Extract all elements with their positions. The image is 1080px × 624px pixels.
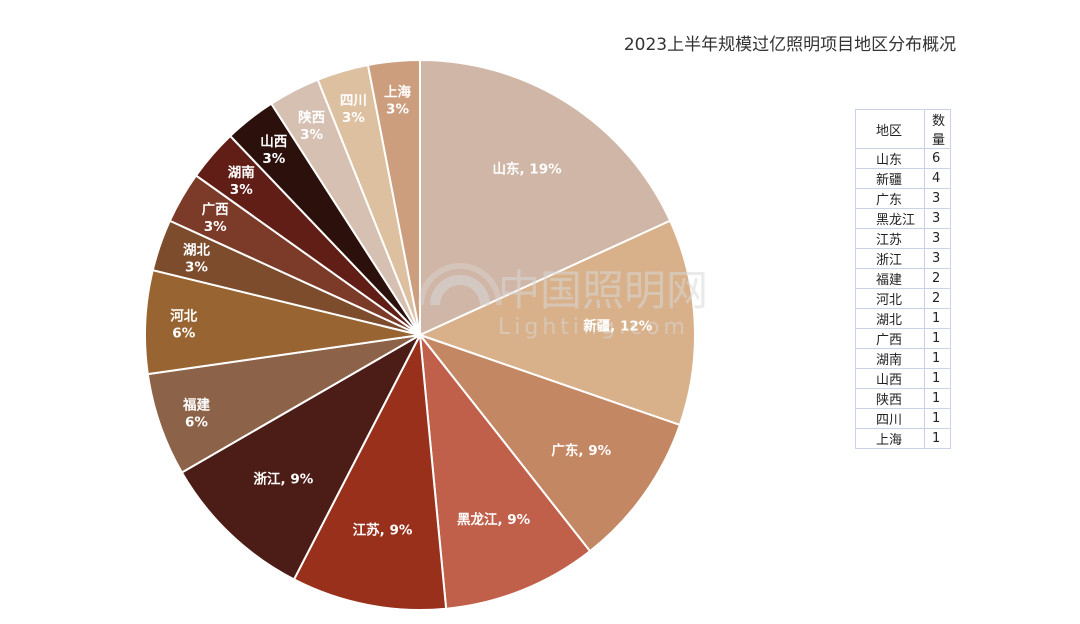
table-cell-count: 3: [924, 208, 951, 229]
table-cell-count: 1: [924, 428, 951, 449]
slice-label: 山西 3%: [260, 134, 287, 167]
table-cell-region: 新疆: [855, 168, 925, 189]
watermark-text-en: Lighting.com: [498, 315, 689, 340]
slice-label: 江苏, 9%: [353, 521, 413, 538]
slice-label: 上海 3%: [384, 84, 411, 118]
slice-label: 陕西 3%: [298, 109, 325, 143]
slice-label: 湖北 3%: [183, 243, 210, 276]
slice-label: 新疆, 12%: [583, 318, 653, 335]
table-row: 黑龙江 3: [855, 208, 951, 229]
table-row: 福建 2: [855, 268, 951, 289]
slice-label: 湖南 3%: [228, 164, 255, 198]
data-table: 地区 数量 山东 6 新疆 4 广东 3 黑龙江 3 江苏 3 浙江 3 福建 2 河北 2 湖北 1 广西 1 湖南 1…: [855, 109, 951, 449]
table-row: 湖南 1: [855, 348, 951, 369]
table-cell-count: 1: [924, 308, 951, 329]
table-cell-count: 4: [924, 168, 951, 189]
slice-label: 广西 3%: [202, 201, 229, 235]
table-header-count: 数量: [924, 109, 951, 149]
table-row: 山西 1: [855, 368, 951, 389]
table-row: 河北 2: [855, 288, 951, 309]
watermark: 中国照明网 Lighting.com: [418, 263, 708, 340]
table-cell-count: 3: [924, 188, 951, 209]
table-row: 四川 1: [855, 408, 951, 429]
table-row: 陕西 1: [855, 388, 951, 409]
pie-slice: [366, 58, 421, 336]
table-cell-count: 1: [924, 328, 951, 349]
table-cell-region: 广东: [855, 188, 925, 209]
table-cell-region: 上海: [855, 428, 925, 449]
table-row: 上海 1: [855, 428, 951, 449]
slice-label: 山东, 19%: [492, 160, 562, 177]
pie-slice: [180, 332, 423, 581]
table-cell-region: 黑龙江: [855, 208, 925, 229]
watermark-logo-icon: [418, 263, 502, 305]
table-cell-region: 山西: [855, 368, 925, 389]
table-row: 湖北 1: [855, 308, 951, 329]
table-row: 广西 1: [855, 328, 951, 349]
pie-slice: [419, 58, 672, 337]
slice-labels: 山东, 19% 新疆, 12% 广东, 9% 黑龙江, 9% 江苏, 9% 浙江, 9% 福…: [170, 84, 653, 539]
slice-label: 福建 6%: [182, 396, 210, 430]
table-row: 浙江 3: [855, 248, 951, 269]
pie-slice: [417, 219, 696, 427]
table-cell-region: 四川: [855, 408, 925, 429]
slice-label: 广东, 9%: [551, 442, 611, 459]
table-cell-count: 1: [924, 408, 951, 429]
table-cell-count: 6: [924, 148, 951, 169]
table-body: 山东 6 新疆 4 广东 3 黑龙江 3 江苏 3 浙江 3 福建 2 河北 2 湖北 1 广西 1 湖南 1 山西 1 陕西 1…: [855, 148, 951, 449]
pie-slice: [417, 332, 682, 553]
table-cell-region: 山东: [855, 148, 925, 169]
slice-label: 黑龙江, 9%: [457, 511, 531, 528]
table-cell-count: 3: [924, 248, 951, 269]
table-cell-region: 福建: [855, 268, 925, 289]
table-row: 广东 3: [855, 188, 951, 209]
table-cell-region: 湖南: [855, 348, 925, 369]
table-cell-region: 浙江: [855, 248, 925, 269]
table-header-row: 地区 数量: [855, 109, 951, 149]
table-row: 江苏 3: [855, 228, 951, 249]
pie-slices: [144, 58, 696, 611]
table-cell-region: 湖北: [855, 308, 925, 329]
table-cell-count: 1: [924, 388, 951, 409]
slice-label: 河北 6%: [170, 308, 197, 342]
table-cell-region: 江苏: [855, 228, 925, 249]
watermark-text-cn: 中国照明网: [498, 266, 708, 315]
table-cell-count: 2: [924, 288, 951, 309]
table-cell-count: 1: [924, 348, 951, 369]
table-cell-region: 广西: [855, 328, 925, 349]
chart-title: 2023上半年规模过亿照明项目地区分布概况: [623, 35, 957, 55]
table-cell-count: 3: [924, 228, 951, 249]
table-row: 山东 6: [855, 148, 951, 169]
table-cell-region: 陕西: [855, 388, 925, 409]
table-header-region: 地区: [855, 109, 925, 149]
table-cell-region: 河北: [855, 288, 925, 309]
table-row: 新疆 4: [855, 168, 951, 189]
pie-slice: [292, 331, 448, 611]
table-cell-count: 1: [924, 368, 951, 389]
pie-slice: [418, 331, 592, 610]
slice-label: 浙江, 9%: [253, 470, 313, 487]
slice-label: 四川 3%: [340, 93, 367, 126]
table-cell-count: 2: [924, 268, 951, 289]
